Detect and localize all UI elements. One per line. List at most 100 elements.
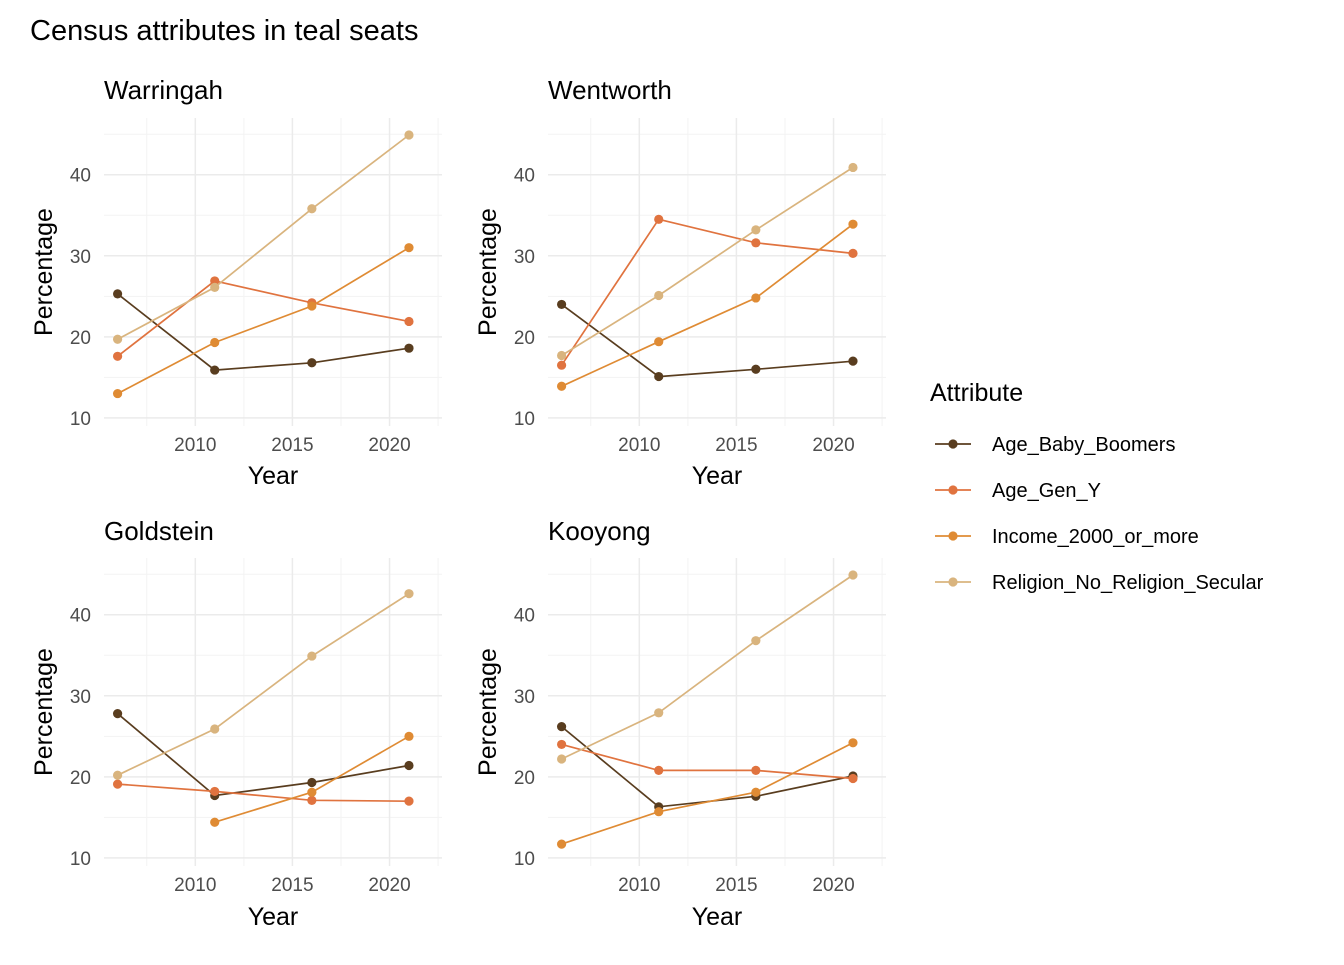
data-point-religion-no-religion-secular [112, 334, 123, 344]
data-point-religion-no-religion-secular [751, 225, 761, 235]
data-point-income-2000-or-more [210, 817, 220, 827]
data-point-age-baby-boomers [556, 721, 567, 732]
x-tick-label: 2010 [174, 435, 216, 456]
legend-label-age-baby-boomers: Age_Baby_Boomers [992, 434, 1175, 456]
data-point-income-2000-or-more [848, 219, 858, 229]
x-tick-label: 2015 [271, 875, 313, 896]
series-line-age-gen-y [117, 783, 410, 803]
legend-label-income-2000-or-more: Income_2000_or_more [992, 526, 1199, 548]
data-point-age-gen-y [556, 739, 567, 750]
y-tick-label: 40 [70, 606, 91, 627]
data-point-religion-no-religion-secular [210, 282, 220, 292]
x-tick-label: 2020 [812, 435, 854, 456]
data-point-income-2000-or-more [654, 807, 664, 817]
data-point-income-2000-or-more [654, 337, 664, 347]
y-axis-title: Percentage [30, 648, 58, 776]
series-line-income-2000-or-more [117, 246, 410, 395]
data-point-age-gen-y [307, 795, 317, 805]
data-point-religion-no-religion-secular [654, 290, 664, 301]
data-point-income-2000-or-more [112, 388, 123, 399]
y-axis-title: Percentage [30, 208, 58, 336]
data-point-age-baby-boomers [654, 371, 664, 382]
facet-panel-kooyong: Kooyong 2010 2015 2020 10 20 30 40 Year Percentag… [474, 516, 886, 931]
x-tick-label: 2010 [618, 435, 660, 456]
x-tick-label: 2020 [368, 435, 410, 456]
y-tick-label: 20 [514, 768, 535, 789]
data-point-income-2000-or-more [848, 738, 858, 748]
data-point-age-gen-y [210, 786, 220, 797]
data-point-income-2000-or-more [210, 337, 220, 348]
x-tick-label: 2020 [368, 875, 410, 896]
x-axis-title: Year [248, 903, 299, 931]
y-tick-label: 40 [70, 166, 91, 187]
legend-label-religion-no-religion-secular: Religion_No_Religion_Secular [992, 572, 1264, 594]
data-point-religion-no-religion-secular [848, 162, 858, 173]
data-point-age-baby-boomers [751, 364, 761, 374]
data-point-religion-no-religion-secular [848, 570, 858, 580]
y-tick-label: 30 [70, 687, 91, 708]
y-tick-label: 30 [70, 247, 91, 268]
series-line-age-gen-y [117, 279, 410, 357]
legend-label-age-gen-y: Age_Gen_Y [992, 480, 1101, 502]
x-tick-label: 2015 [271, 435, 313, 456]
data-point-religion-no-religion-secular [404, 130, 414, 140]
data-point-age-gen-y [404, 316, 414, 327]
y-tick-label: 20 [70, 328, 91, 349]
data-point-age-gen-y [556, 360, 567, 370]
chart-title: Census attributes in teal seats [30, 15, 418, 47]
data-point-age-gen-y [751, 238, 761, 248]
legend-key-point-age-baby-boomers [948, 439, 958, 449]
x-tick-label: 2015 [715, 435, 757, 456]
data-point-income-2000-or-more [404, 243, 414, 253]
legend: Attribute Age_Baby_Boomers Age_Gen_Y Incom… [930, 379, 1264, 594]
panel-title: Wentworth [548, 75, 672, 105]
y-tick-label: 30 [514, 687, 535, 708]
data-point-age-gen-y [654, 214, 664, 224]
data-point-religion-no-religion-secular [556, 754, 567, 764]
x-tick-label: 2010 [618, 875, 660, 896]
y-tick-label: 10 [70, 409, 91, 430]
data-point-age-baby-boomers [556, 299, 567, 310]
legend-key-point-income-2000-or-more [948, 531, 958, 541]
series-line-age-gen-y [560, 218, 854, 366]
series-line-religion-no-religion-secular [117, 592, 410, 776]
series-line-religion-no-religion-secular [561, 166, 854, 357]
data-point-religion-no-religion-secular [751, 636, 761, 646]
data-point-age-baby-boomers [307, 777, 317, 788]
facet-panel-warringah: Warringah 2010 2015 2020 10 20 30 40 Year Percent… [30, 75, 442, 490]
data-point-age-baby-boomers [210, 365, 220, 375]
data-point-age-gen-y [848, 248, 858, 258]
data-point-age-gen-y [112, 779, 123, 789]
data-point-income-2000-or-more [751, 787, 761, 797]
data-point-age-gen-y [210, 276, 220, 286]
data-point-age-baby-boomers [112, 709, 123, 719]
data-point-religion-no-religion-secular [404, 589, 414, 599]
series-line-income-2000-or-more [561, 223, 854, 388]
y-axis-title: Percentage [474, 208, 502, 336]
data-point-income-2000-or-more [404, 731, 414, 741]
series-line-age-baby-boomers [117, 293, 410, 371]
y-tick-label: 40 [514, 606, 535, 627]
data-point-age-baby-boomers [404, 343, 414, 353]
y-tick-label: 20 [514, 328, 535, 349]
series-line-age-gen-y [561, 743, 854, 780]
x-tick-label: 2020 [812, 875, 854, 896]
x-axis-title: Year [692, 903, 743, 931]
legend-key-point-religion-no-religion-secular [948, 577, 958, 587]
facet-panel-wentworth: Wentworth 2010 2015 2020 10 20 30 40 Year Percent… [474, 75, 886, 490]
facet-panel-goldstein: Goldstein 2010 2015 2020 10 20 30 40 Year Percent… [30, 516, 442, 931]
panel-title: Kooyong [548, 516, 651, 546]
x-axis-title: Year [248, 462, 299, 490]
series-line-religion-no-religion-secular [561, 574, 854, 760]
data-point-age-baby-boomers [112, 289, 123, 299]
y-tick-label: 10 [514, 409, 535, 430]
y-tick-label: 10 [70, 849, 91, 870]
x-axis-title: Year [692, 462, 743, 490]
data-point-income-2000-or-more [307, 301, 317, 311]
data-point-age-gen-y [751, 765, 761, 775]
data-point-religion-no-religion-secular [654, 708, 664, 718]
y-tick-label: 10 [514, 849, 535, 870]
